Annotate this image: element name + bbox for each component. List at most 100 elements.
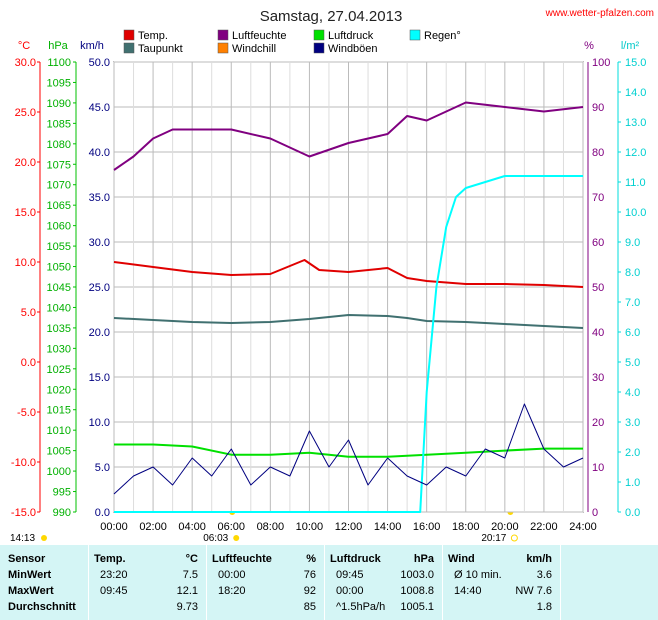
time-tick-label: 14:00 <box>374 521 402 533</box>
legend-label: Windchill <box>232 43 276 55</box>
wind-tick-label: 40.0 <box>89 147 110 159</box>
humidity-tick-label: 20 <box>592 417 604 429</box>
humidity-tick-label: 0 <box>592 507 598 519</box>
pressure-tick-label: 1005 <box>47 446 71 458</box>
humidity-tick-label: 40 <box>592 327 604 339</box>
stats-table: Sensor Temp. °C Luftfeuchte % Luftdruck … <box>0 545 658 620</box>
row-label: MaxWert <box>8 585 54 597</box>
header-sensor: Sensor <box>8 553 46 565</box>
pressure-tick-label: 1050 <box>47 262 71 274</box>
row-pressure-value: 1003.0 <box>400 569 434 581</box>
temp-tick-label: 5.0 <box>21 307 36 319</box>
temp-tick-label: 25.0 <box>15 107 36 119</box>
humidity-tick-label: 60 <box>592 237 604 249</box>
row-temp-time: 09:45 <box>100 585 128 597</box>
rain-tick-label: 2.0 <box>625 447 640 459</box>
rain-tick-label: 3.0 <box>625 417 640 429</box>
pressure-tick-label: 1015 <box>47 405 71 417</box>
pressure-tick-label: 1085 <box>47 118 71 130</box>
wind-tick-label: 20.0 <box>89 327 110 339</box>
temp-tick-label: 10.0 <box>15 257 36 269</box>
legend-swatch <box>409 29 421 41</box>
row-temp-value: 9.73 <box>176 601 198 613</box>
humidity-tick-label: 80 <box>592 147 604 159</box>
row-humidity-value: 85 <box>303 601 316 613</box>
temp-tick-label: 0.0 <box>21 357 36 369</box>
daylength-label: 14:13 <box>10 533 35 544</box>
temp-tick-label: -10.0 <box>11 457 36 469</box>
time-tick-label: 20:00 <box>491 521 519 533</box>
temp-tick-label: -5.0 <box>17 407 36 419</box>
series-line <box>114 175 583 513</box>
axis-unit-temp: °C <box>18 40 30 52</box>
row-humidity-value: 76 <box>303 569 316 581</box>
header-wind: Wind <box>448 553 475 565</box>
row-pressure-value: 1005.1 <box>400 601 434 613</box>
pressure-tick-label: 1055 <box>47 241 71 253</box>
header-humidity-unit: % <box>306 553 316 565</box>
axis-unit-rain: l/m² <box>621 40 640 52</box>
time-tick-label: 24:00 <box>569 521 597 533</box>
temp-tick-label: -15.0 <box>11 507 36 519</box>
pressure-tick-label: 1100 <box>47 57 71 69</box>
rain-tick-label: 9.0 <box>625 237 640 249</box>
legend-label: Luftfeuchte <box>232 30 286 42</box>
pressure-tick-label: 990 <box>53 507 71 519</box>
row-label: MinWert <box>8 569 52 581</box>
sunrise-label: 06:03 <box>203 533 228 544</box>
wind-tick-label: 35.0 <box>89 192 110 204</box>
plot-area <box>113 61 584 513</box>
humidity-tick-label: 50 <box>592 282 604 294</box>
legend-label: Regen° <box>424 30 461 42</box>
pressure-tick-label: 1045 <box>47 282 71 294</box>
legend-swatch <box>313 29 325 41</box>
pressure-tick-label: 1025 <box>47 364 71 376</box>
rain-tick-label: 13.0 <box>625 117 646 129</box>
series-line <box>114 443 583 458</box>
axis-unit-wind: km/h <box>80 40 104 52</box>
rain-tick-label: 11.0 <box>625 177 646 189</box>
pressure-tick-label: 995 <box>53 487 71 499</box>
temp-tick-label: 20.0 <box>15 157 36 169</box>
row-temp-time: 23:20 <box>100 569 128 581</box>
series-line <box>113 314 584 329</box>
series-line <box>113 259 584 288</box>
row-pressure-time: ^1.5hPa/h <box>336 601 386 613</box>
legend-swatch <box>123 29 135 41</box>
wind-tick-label: 5.0 <box>95 462 110 474</box>
time-tick-label: 22:00 <box>530 521 558 533</box>
rain-tick-label: 4.0 <box>625 387 640 399</box>
rain-tick-label: 12.0 <box>625 147 646 159</box>
header-pressure: Luftdruck <box>330 553 381 565</box>
wind-tick-label: 25.0 <box>89 282 110 294</box>
wind-tick-label: 0.0 <box>95 507 110 519</box>
humidity-tick-label: 10 <box>592 462 604 474</box>
sunset-label: 20:17 <box>481 533 506 544</box>
pressure-tick-label: 1090 <box>47 98 71 110</box>
axis-unit-pressure: hPa <box>48 40 68 52</box>
time-tick-label: 10:00 <box>296 521 324 533</box>
row-humidity-value: 92 <box>303 585 316 597</box>
row-temp-value: 7.5 <box>182 569 198 581</box>
wind-tick-label: 50.0 <box>89 57 110 69</box>
rain-tick-label: 14.0 <box>625 87 646 99</box>
time-tick-label: 16:00 <box>413 521 441 533</box>
pressure-tick-label: 1095 <box>47 77 71 89</box>
rain-tick-label: 0.0 <box>625 507 640 519</box>
weather-chart: Samstag, 27.04.2013 www.wetter-pfalzen.c… <box>10 8 654 544</box>
time-tick-label: 06:00 <box>217 521 245 533</box>
rain-tick-label: 1.0 <box>625 477 640 489</box>
header-temp-unit: °C <box>185 553 198 565</box>
axis-unit-humidity: % <box>584 40 594 52</box>
pressure-tick-label: 1070 <box>47 180 71 192</box>
pressure-tick-label: 1075 <box>47 159 71 171</box>
chart-title: Samstag, 27.04.2013 <box>260 8 403 25</box>
header-humidity: Luftfeuchte <box>212 553 272 565</box>
legend-label: Windböen <box>328 43 378 55</box>
pressure-tick-label: 1065 <box>47 200 71 212</box>
row-pressure-time: 09:45 <box>336 569 364 581</box>
humidity-tick-label: 70 <box>592 192 604 204</box>
rain-tick-label: 10.0 <box>625 207 646 219</box>
row-temp-value: 12.1 <box>176 585 198 597</box>
pressure-tick-label: 1060 <box>47 221 71 233</box>
